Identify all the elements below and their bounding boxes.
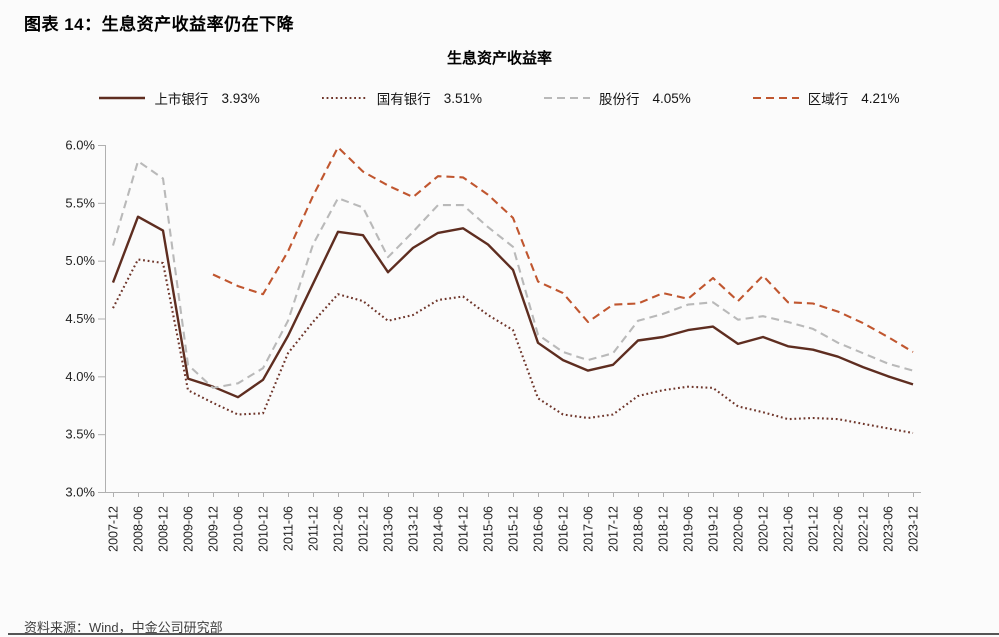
series-line-1 [112, 258, 914, 435]
x-tick-label: 2016-12 [557, 506, 571, 552]
y-tick-label: 6.0% [65, 138, 95, 153]
legend-series-name: 股份行 [599, 92, 640, 107]
x-tick-label: 2020-12 [757, 506, 771, 552]
x-tick-label: 2010-12 [257, 506, 271, 552]
x-tick-label: 2015-12 [507, 506, 521, 552]
x-tick-label: 2022-12 [857, 506, 871, 552]
x-tick-label: 2018-12 [657, 506, 671, 552]
x-tick-label: 2008-12 [157, 506, 171, 552]
x-tick-label: 2013-12 [407, 506, 421, 552]
series-line-0 [111, 215, 914, 399]
x-tick-label: 2021-12 [807, 506, 821, 552]
x-tick-label: 2016-06 [532, 506, 546, 552]
legend-item-2: 股份行 4.05% [544, 88, 691, 108]
legend-item-1: 国有银行 3.51% [321, 88, 482, 108]
legend-line-sample [752, 96, 799, 100]
legend-series-name: 上市银行 [154, 92, 209, 107]
y-tick-label: 3.5% [65, 427, 95, 442]
x-tick-label: 2014-12 [457, 506, 471, 552]
series-line-2 [111, 160, 914, 389]
x-tick-label: 2019-12 [707, 506, 721, 552]
series-line-3 [212, 146, 914, 353]
chart-title: 生息资产收益率 [446, 50, 552, 67]
y-tick-label: 3.0% [65, 485, 95, 500]
legend-item-3: 区域行 4.21% [752, 88, 900, 108]
x-tick-label: 2019-06 [682, 506, 696, 552]
legend-line-sample [321, 96, 368, 100]
x-tick-label: 2014-06 [432, 506, 446, 552]
x-tick-label: 2022-06 [832, 506, 846, 552]
legend-line-sample [544, 96, 590, 100]
x-tick-label: 2012-12 [357, 506, 371, 552]
x-tick-label: 2017-06 [582, 506, 596, 552]
legend-series-value: 3.51% [443, 90, 482, 106]
bottom-divider [8, 633, 999, 635]
source-note: 资料来源：Wind，中金公司研究部 [24, 620, 223, 635]
legend-series-value: 3.93% [221, 90, 260, 106]
legend-series-value: 4.05% [652, 90, 691, 106]
x-tick-label: 2011-06 [282, 506, 296, 551]
x-tick-label: 2018-06 [632, 506, 646, 552]
legend-series-value: 4.21% [861, 90, 900, 106]
x-tick-label: 2009-06 [182, 506, 196, 552]
x-tick-label: 2010-06 [232, 506, 246, 552]
x-tick-label: 2012-06 [332, 506, 346, 552]
legend-series-name: 国有银行 [376, 92, 431, 107]
x-tick-label: 2013-06 [382, 506, 396, 552]
x-tick-label: 2023-12 [907, 506, 921, 552]
x-tick-label: 2023-06 [882, 506, 896, 552]
y-tick-label: 5.0% [65, 253, 95, 268]
chart-legend: 上市银行 3.93% 国有银行 3.51% 股份行 4.05% 区域行 4.21% [0, 88, 999, 108]
y-tick-label: 5.5% [65, 195, 95, 210]
x-tick-label: 2009-12 [207, 506, 221, 552]
figure-caption: 图表 14：生息资产收益率仍在下降 [24, 15, 295, 34]
legend-series-name: 区域行 [807, 92, 849, 107]
x-tick-label: 2011-12 [307, 506, 321, 551]
legend-item-0: 上市银行 3.93% [99, 88, 260, 108]
x-tick-label: 2015-06 [482, 506, 496, 552]
x-tick-label: 2021-06 [782, 506, 796, 552]
y-tick-label: 4.5% [65, 311, 95, 326]
y-tick-label: 4.0% [65, 369, 95, 384]
x-tick-label: 2007-12 [107, 506, 121, 552]
x-tick-label: 2020-06 [732, 506, 746, 552]
x-tick-label: 2008-06 [132, 506, 146, 552]
x-tick-label: 2017-12 [607, 506, 621, 552]
legend-line-sample [99, 96, 146, 100]
